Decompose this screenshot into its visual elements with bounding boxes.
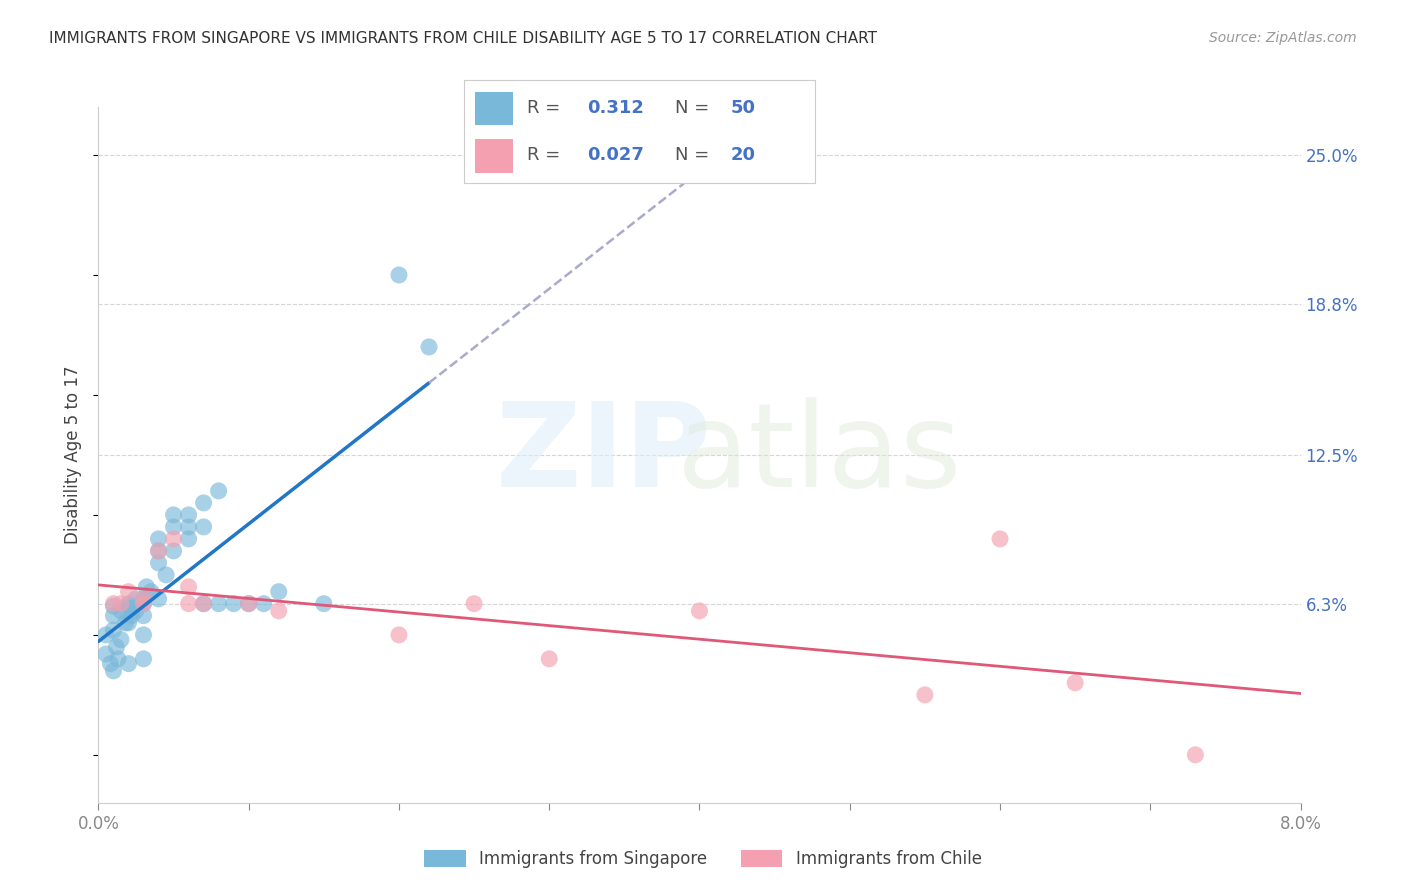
Point bbox=[103, 623, 125, 637]
Text: 0.027: 0.027 bbox=[588, 145, 644, 163]
Y-axis label: Disability Age 5 to 17: Disability Age 5 to 17 bbox=[65, 366, 83, 544]
Text: R =: R = bbox=[527, 145, 567, 163]
Point bbox=[689, 604, 711, 618]
Point bbox=[132, 591, 155, 606]
Point bbox=[110, 597, 132, 611]
Text: 20: 20 bbox=[731, 145, 756, 163]
Text: 0.312: 0.312 bbox=[588, 100, 644, 118]
Point bbox=[135, 580, 157, 594]
Point bbox=[162, 520, 184, 534]
Point bbox=[132, 608, 155, 623]
Point bbox=[914, 688, 936, 702]
Point bbox=[94, 628, 117, 642]
Point bbox=[162, 532, 184, 546]
Point bbox=[177, 532, 200, 546]
Point bbox=[132, 652, 155, 666]
Point bbox=[155, 567, 177, 582]
Point bbox=[238, 597, 260, 611]
Point bbox=[117, 597, 139, 611]
Point bbox=[238, 597, 260, 611]
FancyBboxPatch shape bbox=[475, 139, 513, 173]
Point bbox=[388, 628, 411, 642]
Point bbox=[177, 580, 200, 594]
Point bbox=[1064, 676, 1087, 690]
Point bbox=[193, 496, 215, 510]
Point bbox=[148, 544, 170, 558]
Point bbox=[177, 520, 200, 534]
Point bbox=[267, 584, 290, 599]
Point bbox=[208, 597, 231, 611]
Text: Source: ZipAtlas.com: Source: ZipAtlas.com bbox=[1209, 31, 1357, 45]
Point bbox=[208, 483, 231, 498]
Text: 50: 50 bbox=[731, 100, 756, 118]
Point bbox=[132, 597, 155, 611]
Point bbox=[110, 604, 132, 618]
Point bbox=[103, 664, 125, 678]
Point bbox=[267, 604, 290, 618]
Point bbox=[103, 599, 125, 613]
Point bbox=[125, 591, 148, 606]
Point bbox=[114, 615, 136, 630]
Point bbox=[538, 652, 561, 666]
Text: N =: N = bbox=[675, 100, 714, 118]
Point bbox=[103, 597, 125, 611]
Point bbox=[177, 508, 200, 522]
Point bbox=[110, 632, 132, 647]
Point bbox=[148, 544, 170, 558]
Text: IMMIGRANTS FROM SINGAPORE VS IMMIGRANTS FROM CHILE DISABILITY AGE 5 TO 17 CORREL: IMMIGRANTS FROM SINGAPORE VS IMMIGRANTS … bbox=[49, 31, 877, 46]
Point bbox=[107, 652, 129, 666]
Point bbox=[162, 544, 184, 558]
Point bbox=[253, 597, 276, 611]
Point bbox=[193, 597, 215, 611]
Legend: Immigrants from Singapore, Immigrants from Chile: Immigrants from Singapore, Immigrants fr… bbox=[418, 843, 988, 875]
Point bbox=[94, 647, 117, 661]
Point bbox=[117, 657, 139, 671]
Point bbox=[148, 556, 170, 570]
Point bbox=[117, 584, 139, 599]
Point bbox=[125, 604, 148, 618]
Point bbox=[103, 608, 125, 623]
Point bbox=[117, 604, 139, 618]
Point bbox=[148, 591, 170, 606]
Point bbox=[193, 597, 215, 611]
Point bbox=[388, 268, 411, 282]
Point bbox=[463, 597, 485, 611]
Point bbox=[988, 532, 1011, 546]
Point bbox=[418, 340, 440, 354]
Point bbox=[222, 597, 245, 611]
Point bbox=[1184, 747, 1206, 762]
Point bbox=[117, 615, 139, 630]
Point bbox=[177, 597, 200, 611]
Point bbox=[132, 591, 155, 606]
Point bbox=[312, 597, 335, 611]
Point bbox=[139, 584, 162, 599]
Text: atlas: atlas bbox=[678, 398, 962, 512]
Point bbox=[105, 640, 128, 654]
Point bbox=[132, 628, 155, 642]
Text: R =: R = bbox=[527, 100, 567, 118]
Text: ZIP: ZIP bbox=[495, 398, 711, 512]
Point bbox=[121, 608, 143, 623]
FancyBboxPatch shape bbox=[475, 92, 513, 126]
Text: N =: N = bbox=[675, 145, 714, 163]
Point bbox=[162, 508, 184, 522]
Point bbox=[132, 597, 155, 611]
Point bbox=[193, 520, 215, 534]
Point bbox=[148, 532, 170, 546]
Point bbox=[100, 657, 122, 671]
Point bbox=[117, 599, 139, 613]
